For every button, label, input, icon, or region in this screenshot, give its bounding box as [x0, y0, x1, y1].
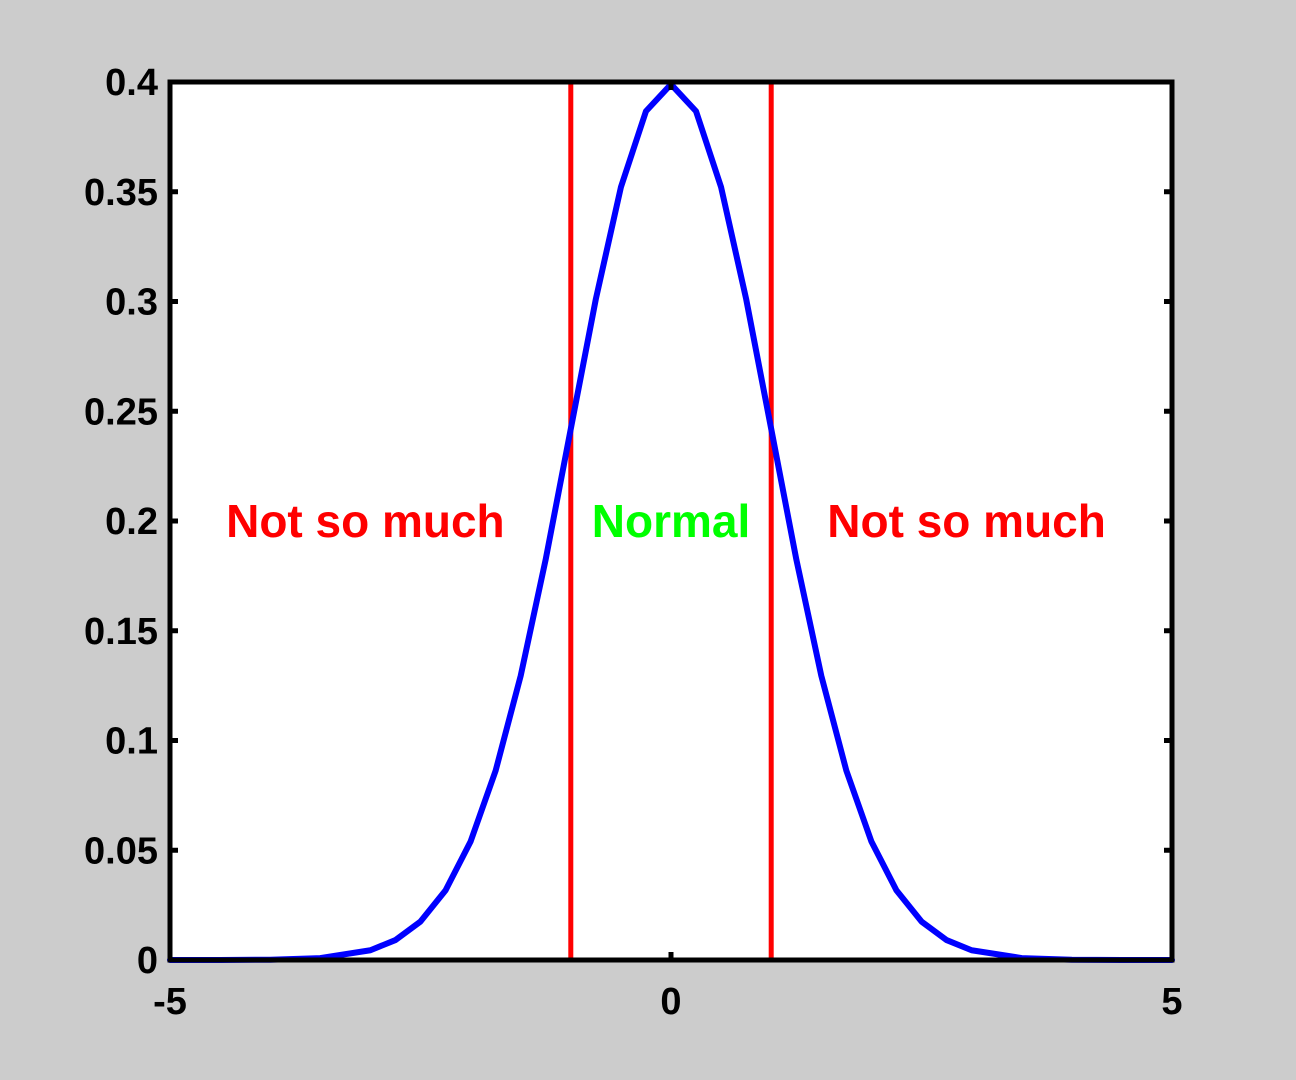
annotation-3: Not so much — [827, 495, 1106, 547]
annotation-1: Not so much — [226, 495, 505, 547]
tick-labels-layer: 00.050.10.150.20.250.30.350.4-5 0 5 — [84, 62, 1183, 1023]
annotation-2: Normal — [592, 495, 750, 547]
y-tick-label-3: 0.15 — [84, 611, 158, 653]
y-tick-label-0: 0 — [137, 940, 158, 982]
x-tick-label-2: 5 — [1161, 981, 1182, 1023]
x-tick-label-1: 0 — [660, 981, 681, 1023]
y-tick-label-1: 0.05 — [84, 830, 158, 872]
y-tick-label-2: 0.1 — [105, 721, 158, 763]
y-tick-label-5: 0.25 — [84, 391, 158, 433]
y-tick-label-7: 0.35 — [84, 172, 158, 214]
ticks-layer — [167, 79, 1175, 963]
y-tick-label-6: 0.3 — [105, 282, 158, 324]
x-tick-label-0: -5 — [153, 981, 187, 1023]
y-tick-label-8: 0.4 — [105, 62, 158, 104]
annotations-layer: Not so much Normal Not so much — [226, 495, 1106, 547]
y-tick-label-4: 0.2 — [105, 501, 158, 543]
plot-area — [170, 82, 1172, 960]
